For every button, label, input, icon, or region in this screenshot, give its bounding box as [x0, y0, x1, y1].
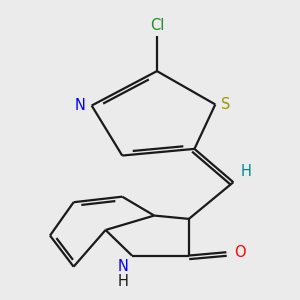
Text: O: O [234, 245, 245, 260]
Text: N: N [118, 259, 129, 274]
Text: H: H [118, 274, 129, 289]
Text: S: S [221, 97, 231, 112]
Text: Cl: Cl [150, 18, 164, 33]
Text: H: H [241, 164, 252, 179]
Text: N: N [75, 98, 86, 113]
